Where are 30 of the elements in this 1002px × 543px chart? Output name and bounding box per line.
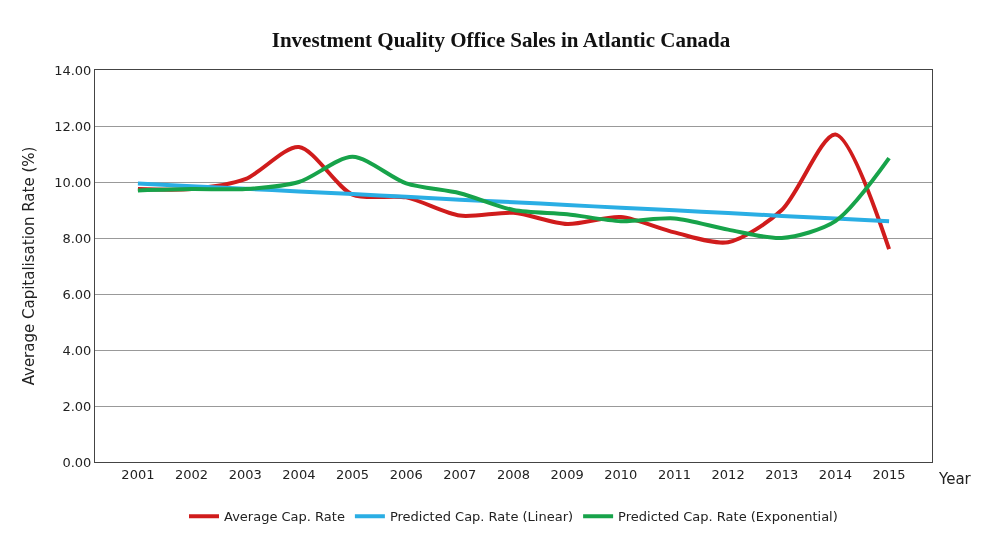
y-tick-label: 10.00 xyxy=(54,174,92,190)
y-tick-label: 2.00 xyxy=(62,398,92,414)
x-tick-label: 2015 xyxy=(872,466,906,482)
legend-label: Predicted Cap. Rate (Exponential) xyxy=(618,509,838,525)
x-tick-label: 2011 xyxy=(657,466,692,482)
y-tick-label: 12.00 xyxy=(54,118,92,134)
x-tick-label: 2005 xyxy=(335,466,370,482)
x-tick-label: 2007 xyxy=(443,466,477,482)
y-axis-title: Average Capitalisation Rate (%) xyxy=(20,146,39,386)
x-tick-label: 2014 xyxy=(818,466,852,482)
x-tick-label: 2004 xyxy=(282,466,316,482)
legend-label: Average Cap. Rate xyxy=(224,509,345,525)
x-tick-label: 2008 xyxy=(496,466,531,482)
y-tick-label: 6.00 xyxy=(62,286,92,302)
x-tick-label: 2010 xyxy=(604,466,638,482)
x-axis-title: Year xyxy=(938,470,972,488)
x-tick-label: 2006 xyxy=(389,466,423,482)
legend-label: Predicted Cap. Rate (Linear) xyxy=(389,509,574,525)
y-tick-label: 8.00 xyxy=(62,230,92,246)
chart-title: Investment Quality Office Sales in Atlantic Canada xyxy=(271,28,731,53)
y-tick-label: 14.00 xyxy=(54,62,92,78)
x-tick-label: 2009 xyxy=(550,466,584,482)
line-series xyxy=(135,154,892,241)
x-tick-label: 2002 xyxy=(175,466,209,482)
x-tick-label: 2001 xyxy=(121,466,155,482)
x-tick-label: 2003 xyxy=(228,466,262,482)
x-tick-label: 2012 xyxy=(711,466,745,482)
y-tick-label: 0.00 xyxy=(62,454,92,470)
y-tick-label: 4.00 xyxy=(62,342,92,358)
x-tick-label: 2013 xyxy=(765,466,799,482)
